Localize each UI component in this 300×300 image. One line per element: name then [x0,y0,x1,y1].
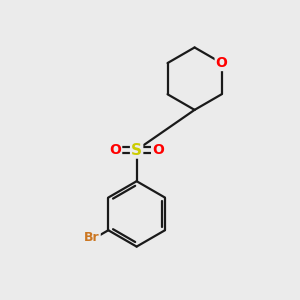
Text: Br: Br [84,232,100,244]
Text: O: O [216,56,227,70]
Text: O: O [152,143,164,157]
Text: S: S [131,142,142,158]
Text: O: O [109,143,121,157]
